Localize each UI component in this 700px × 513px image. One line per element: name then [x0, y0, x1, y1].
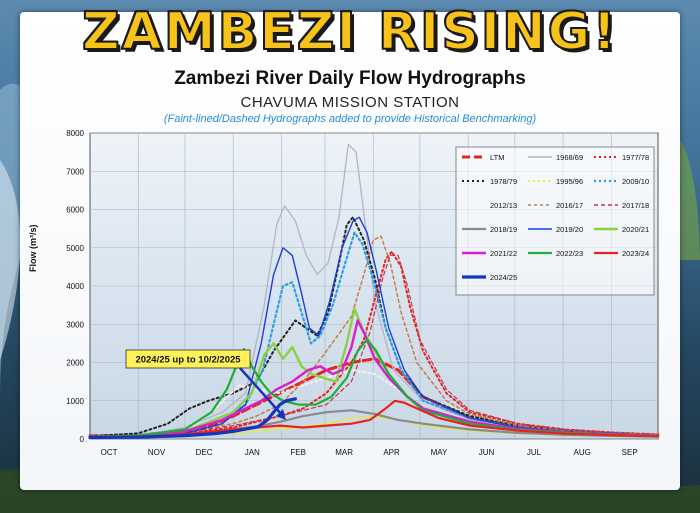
- series-line: [89, 235, 659, 438]
- benchmark-note: (Faint-lined/Dashed Hydrographs added to…: [163, 113, 537, 125]
- callout-box: [125, 349, 251, 369]
- x-tick-label: JUL: [527, 448, 542, 457]
- hydrograph-chart: 0 1000 2000 3000 4000 5000 6000 7000 8000 OCT NOV…: [66, 129, 660, 457]
- y-tick-label: 3000: [66, 320, 84, 329]
- x-tick-label: SEP: [622, 448, 638, 457]
- series-line: [89, 216, 659, 438]
- x-tick-label: JUN: [479, 448, 495, 457]
- x-tick-label: NOV: [148, 448, 166, 457]
- series-line: [88, 319, 660, 438]
- y-tick-label: 4000: [66, 282, 84, 291]
- legend-label: 2022/23: [556, 249, 583, 258]
- legend-label: 1995/96: [556, 177, 583, 186]
- y-tick-label: 2000: [66, 359, 84, 368]
- x-tick-label: FEB: [290, 448, 306, 457]
- legend-label: 2018/19: [490, 225, 517, 234]
- series-line: [88, 399, 660, 439]
- legend-label: LTM: [490, 153, 504, 162]
- callout-arrowhead: [276, 409, 286, 420]
- y-tick-label: 5000: [66, 244, 84, 253]
- legend-label: 2021/22: [490, 249, 517, 258]
- callout-label: 2024/25 up to 10/2/2025: [135, 355, 241, 366]
- series-line: [89, 216, 659, 438]
- legend-label: 2023/24: [622, 249, 649, 258]
- callout-arrow: [239, 367, 283, 416]
- legend-label: 2019/20: [556, 225, 583, 234]
- series-line: [89, 250, 659, 438]
- y-tick-label: 0: [80, 435, 85, 444]
- x-tick-label: APR: [383, 448, 400, 457]
- legend-label: 1977/78: [622, 153, 649, 162]
- legend-label: 2016/17: [556, 201, 583, 210]
- y-tick-label: 1000: [66, 397, 84, 406]
- chart-title: Zambezi River Daily Flow Hydrographs: [174, 68, 526, 89]
- legend-label: 2020/21: [622, 225, 649, 234]
- legend-label: 2024/25: [490, 273, 517, 282]
- legend-label: 1968/69: [556, 153, 583, 162]
- y-axis-title: Flow (m³/s): [28, 224, 38, 273]
- x-tick-label: DEC: [196, 448, 213, 457]
- legend-label: 1978/79: [490, 177, 517, 186]
- y-tick-label: 7000: [66, 167, 84, 176]
- station-name: CHAVUMA MISSION STATION: [240, 94, 460, 111]
- x-tick-label: JAN: [245, 448, 260, 457]
- series-line: [88, 397, 297, 440]
- series-line: [89, 143, 659, 437]
- legend-label: 2017/18: [622, 201, 649, 210]
- y-tick-label: 8000: [66, 129, 84, 138]
- x-tick-label: MAY: [431, 448, 448, 457]
- y-tick-label: 6000: [66, 206, 84, 215]
- x-tick-label: OCT: [101, 448, 118, 457]
- series-line: [88, 338, 660, 438]
- legend-label: 2009/10: [622, 177, 649, 186]
- legend-box: [455, 146, 655, 296]
- x-tick-label: MAR: [335, 448, 353, 457]
- x-tick-label: AUG: [574, 448, 591, 457]
- headline: ZAMBEZI RISING!: [81, 1, 619, 63]
- legend-label: 2012/13: [490, 201, 517, 210]
- series-line: [89, 254, 659, 438]
